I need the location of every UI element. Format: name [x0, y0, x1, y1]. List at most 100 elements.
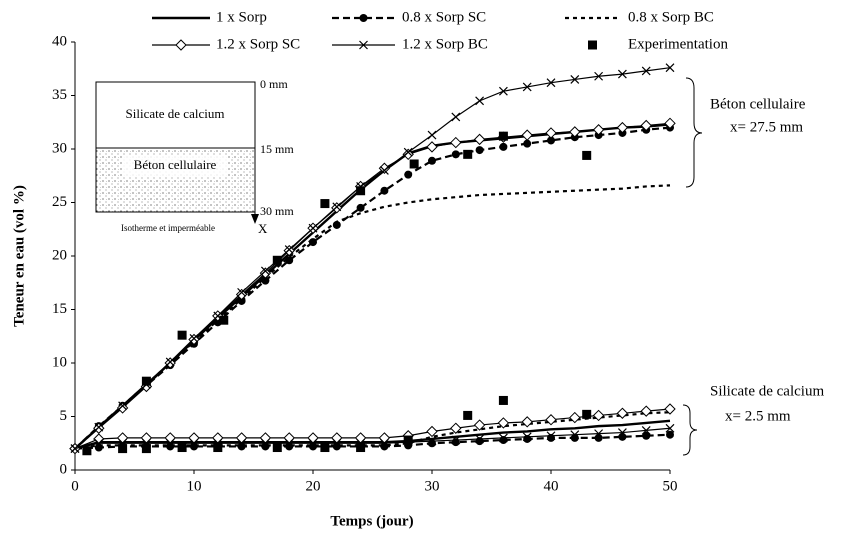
- marker: [570, 430, 580, 440]
- legend-item: 1.2 x Sorp BC: [332, 36, 488, 52]
- marker: [175, 39, 187, 51]
- marker: [521, 129, 533, 141]
- legend-label: 1 x Sorp: [216, 9, 267, 25]
- marker: [582, 150, 592, 160]
- y-tick-label: 35: [52, 87, 67, 103]
- line: [74, 184, 671, 450]
- marker: [260, 438, 270, 448]
- marker: [118, 401, 128, 411]
- y-tick-label: 5: [60, 408, 68, 424]
- marker: [237, 287, 247, 297]
- brace: [682, 404, 698, 456]
- inset: Silicate de calcium Béton cellulaire 0 m…: [95, 77, 294, 236]
- marker: [235, 288, 248, 301]
- legend-item: 0.8 x Sorp BC: [565, 9, 714, 25]
- marker: [616, 121, 629, 134]
- annotation: x= 27.5 mm: [730, 119, 803, 135]
- marker: [450, 136, 462, 149]
- line: [74, 411, 671, 450]
- y-tick-label: 10: [52, 354, 67, 370]
- marker: [498, 433, 508, 443]
- marker: [666, 430, 674, 439]
- marker: [473, 419, 486, 431]
- marker: [592, 409, 605, 422]
- marker: [261, 276, 270, 285]
- marker: [272, 443, 282, 453]
- marker: [523, 139, 532, 148]
- marker: [665, 423, 675, 433]
- marker: [259, 267, 272, 279]
- y-tick-label: 40: [52, 33, 67, 49]
- x-tick-label: 10: [187, 478, 202, 494]
- marker: [284, 438, 294, 448]
- marker: [594, 71, 604, 81]
- marker: [641, 66, 651, 76]
- marker: [547, 136, 555, 145]
- marker: [588, 40, 597, 50]
- marker: [70, 444, 80, 454]
- x-tick-label: 50: [663, 478, 678, 494]
- marker: [237, 438, 247, 448]
- marker: [285, 256, 294, 265]
- inset-arrow: [251, 214, 259, 224]
- marker: [522, 432, 532, 442]
- marker: [118, 444, 128, 454]
- inset-depth: 0 mm: [260, 77, 288, 91]
- marker: [428, 156, 436, 165]
- marker: [320, 199, 330, 209]
- marker: [592, 124, 605, 136]
- legend-label: 0.8 x Sorp BC: [628, 9, 714, 25]
- y-axis-label: Teneur en eau (vol %): [11, 185, 27, 327]
- inset-boundary: Isotherme et imperméable: [121, 223, 215, 233]
- marker: [189, 333, 199, 343]
- marker: [640, 119, 652, 132]
- marker: [403, 147, 413, 157]
- legend-label: Experimentation: [628, 36, 728, 52]
- marker: [308, 223, 318, 233]
- marker: [284, 245, 294, 255]
- marker: [359, 14, 368, 22]
- marker: [451, 435, 461, 445]
- marker: [570, 75, 580, 84]
- y-tick-label: 0: [60, 461, 68, 477]
- marker: [522, 82, 532, 92]
- marker: [450, 422, 462, 434]
- marker: [359, 40, 368, 50]
- marker: [356, 443, 366, 453]
- marker: [616, 407, 629, 419]
- series: [70, 63, 675, 454]
- marker: [427, 436, 437, 446]
- marker: [409, 159, 419, 169]
- marker: [177, 330, 187, 340]
- line: [74, 126, 671, 450]
- marker: [475, 434, 485, 444]
- y-tick-label: 20: [52, 247, 67, 263]
- marker: [498, 131, 508, 141]
- marker: [219, 315, 229, 325]
- marker: [617, 69, 627, 79]
- marker: [237, 296, 246, 305]
- marker: [617, 428, 627, 437]
- marker: [308, 438, 318, 448]
- marker: [82, 446, 92, 456]
- legend-item: 1 x Sorp: [152, 9, 267, 25]
- marker: [641, 425, 651, 435]
- marker: [426, 425, 438, 438]
- marker: [521, 416, 533, 428]
- marker: [451, 112, 461, 122]
- inset-top-layer: [95, 81, 256, 149]
- legend-label: 0.8 x Sorp SC: [402, 9, 486, 25]
- marker: [451, 150, 460, 159]
- legend-item: 0.8 x Sorp SC: [332, 9, 486, 25]
- marker: [177, 443, 187, 453]
- marker: [618, 432, 627, 441]
- marker: [664, 117, 676, 130]
- x-tick-label: 30: [425, 478, 440, 494]
- marker: [213, 443, 223, 453]
- marker: [404, 170, 413, 179]
- legend-label: 1.2 x Sorp BC: [402, 36, 488, 52]
- series: [74, 184, 671, 450]
- marker: [545, 414, 557, 426]
- marker: [475, 96, 485, 106]
